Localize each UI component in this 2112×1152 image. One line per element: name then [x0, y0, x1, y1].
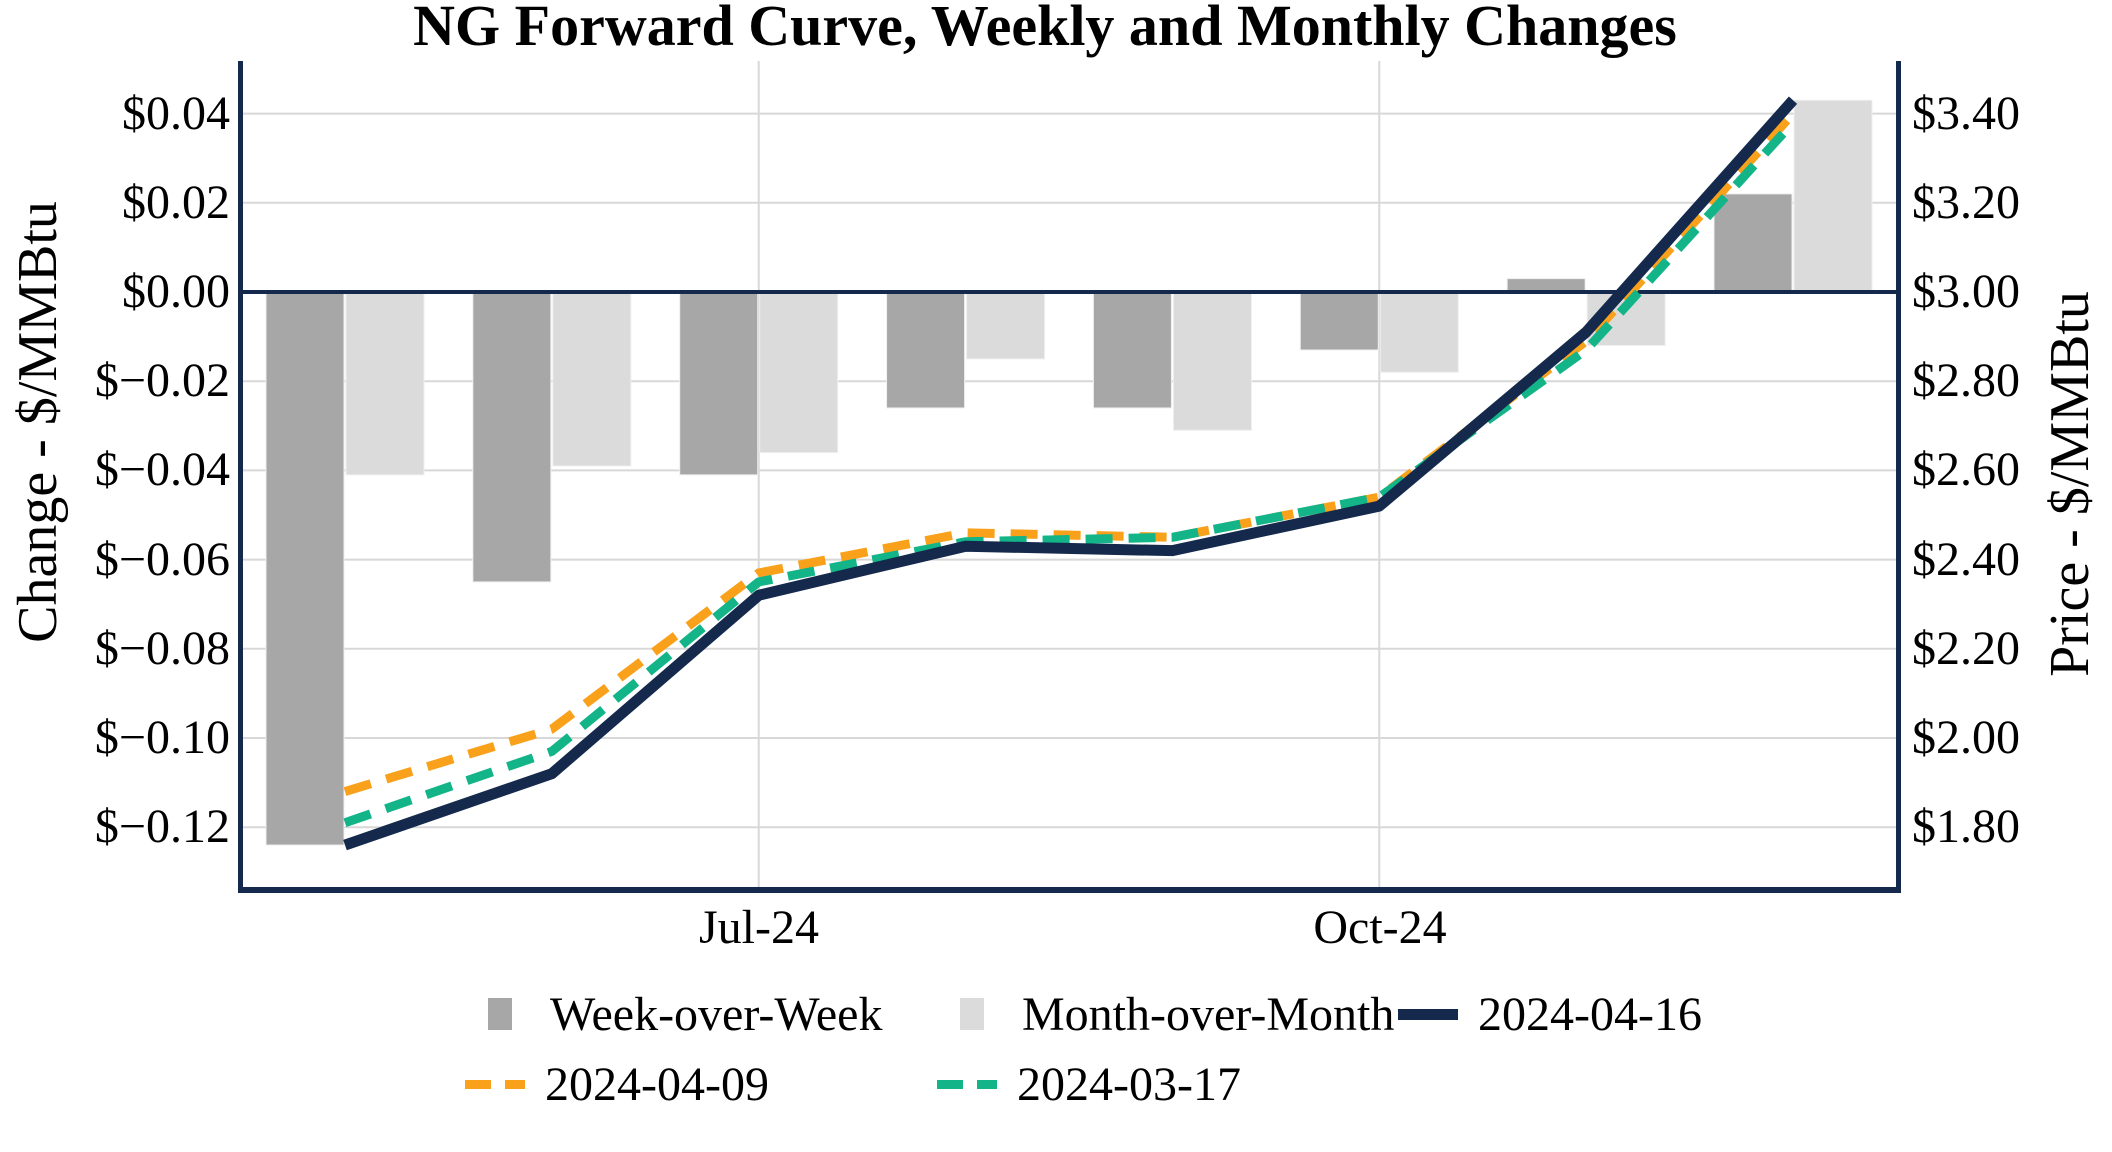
legend-item-week-over-week: Week-over-Week	[470, 984, 882, 1044]
bar-swatch-icon	[942, 998, 1002, 1030]
dashed-line-icon	[465, 1079, 525, 1089]
left-axis-tick: $−0.02	[94, 354, 230, 408]
legend-label: 2024-04-09	[545, 1057, 769, 1111]
bar-month-over-month	[345, 291, 425, 476]
left-axis-tick: $−0.04	[94, 443, 230, 497]
bar-month-over-month	[759, 291, 839, 454]
right-axis-tick: $2.60	[1912, 443, 2020, 497]
bottom-spine	[238, 887, 1901, 893]
bar-week-over-week	[1713, 193, 1793, 293]
right-spine	[1896, 61, 1901, 891]
right-axis-tick: $3.00	[1912, 265, 2020, 318]
right-axis-tick: $3.20	[1912, 175, 2020, 229]
left-axis-tick: $0.04	[122, 86, 230, 140]
left-axis-tick: $−0.12	[94, 800, 230, 854]
right-axis-tick: $2.00	[1912, 711, 2020, 764]
x-tick-jul: Jul-24	[699, 901, 819, 954]
legend-label: Month-over-Month	[1022, 987, 1395, 1041]
left-axis-tick: $0.00	[122, 265, 230, 318]
bar-month-over-month	[552, 291, 632, 467]
solid-line-icon	[1398, 1008, 1458, 1020]
legend-item-2024-04-16: 2024-04-16	[1398, 984, 1702, 1044]
bar-month-over-month	[1379, 291, 1459, 373]
x-tick-oct: Oct-24	[1313, 901, 1447, 954]
legend-item-month-over-month: Month-over-Month	[942, 984, 1394, 1044]
left-axis-tick: $−0.10	[94, 711, 230, 764]
bar-week-over-week	[472, 291, 552, 583]
left-spine	[238, 61, 243, 891]
bar-week-over-week	[1299, 291, 1379, 351]
legend-item-2024-03-17: 2024-03-17	[937, 1054, 1241, 1114]
right-axis-tick: $2.80	[1912, 354, 2020, 408]
bar-month-over-month	[1793, 99, 1873, 293]
line-2024-04-16	[343, 96, 1798, 851]
bar-week-over-week	[1506, 278, 1586, 293]
dashed-line-icon	[937, 1079, 997, 1089]
bar-week-over-week	[679, 291, 759, 476]
bar-week-over-week	[265, 291, 345, 846]
legend-label: 2024-04-16	[1478, 987, 1702, 1041]
right-axis-tick: $2.20	[1912, 621, 2020, 675]
left-axis-tick: $−0.08	[94, 621, 230, 675]
bar-week-over-week	[886, 291, 966, 409]
right-axis-tick: $2.40	[1912, 532, 2020, 586]
bar-month-over-month	[966, 291, 1046, 360]
legend-label: 2024-03-17	[1017, 1057, 1241, 1111]
right-axis-tick: $3.40	[1912, 86, 2020, 140]
right-axis-tick: $1.80	[1912, 800, 2020, 854]
bar-week-over-week	[1092, 291, 1172, 409]
line-2024-03-17	[343, 119, 1797, 827]
page-title: NG Forward Curve, Weekly and Monthly Cha…	[413, 0, 1677, 58]
left-axis-tick: $0.02	[122, 175, 230, 229]
left-axis-tick: $−0.06	[94, 532, 230, 586]
legend-item-2024-04-09: 2024-04-09	[465, 1054, 769, 1114]
legend-label: Week-over-Week	[550, 987, 883, 1041]
bar-month-over-month	[1172, 291, 1252, 431]
bar-swatch-icon	[470, 998, 530, 1030]
